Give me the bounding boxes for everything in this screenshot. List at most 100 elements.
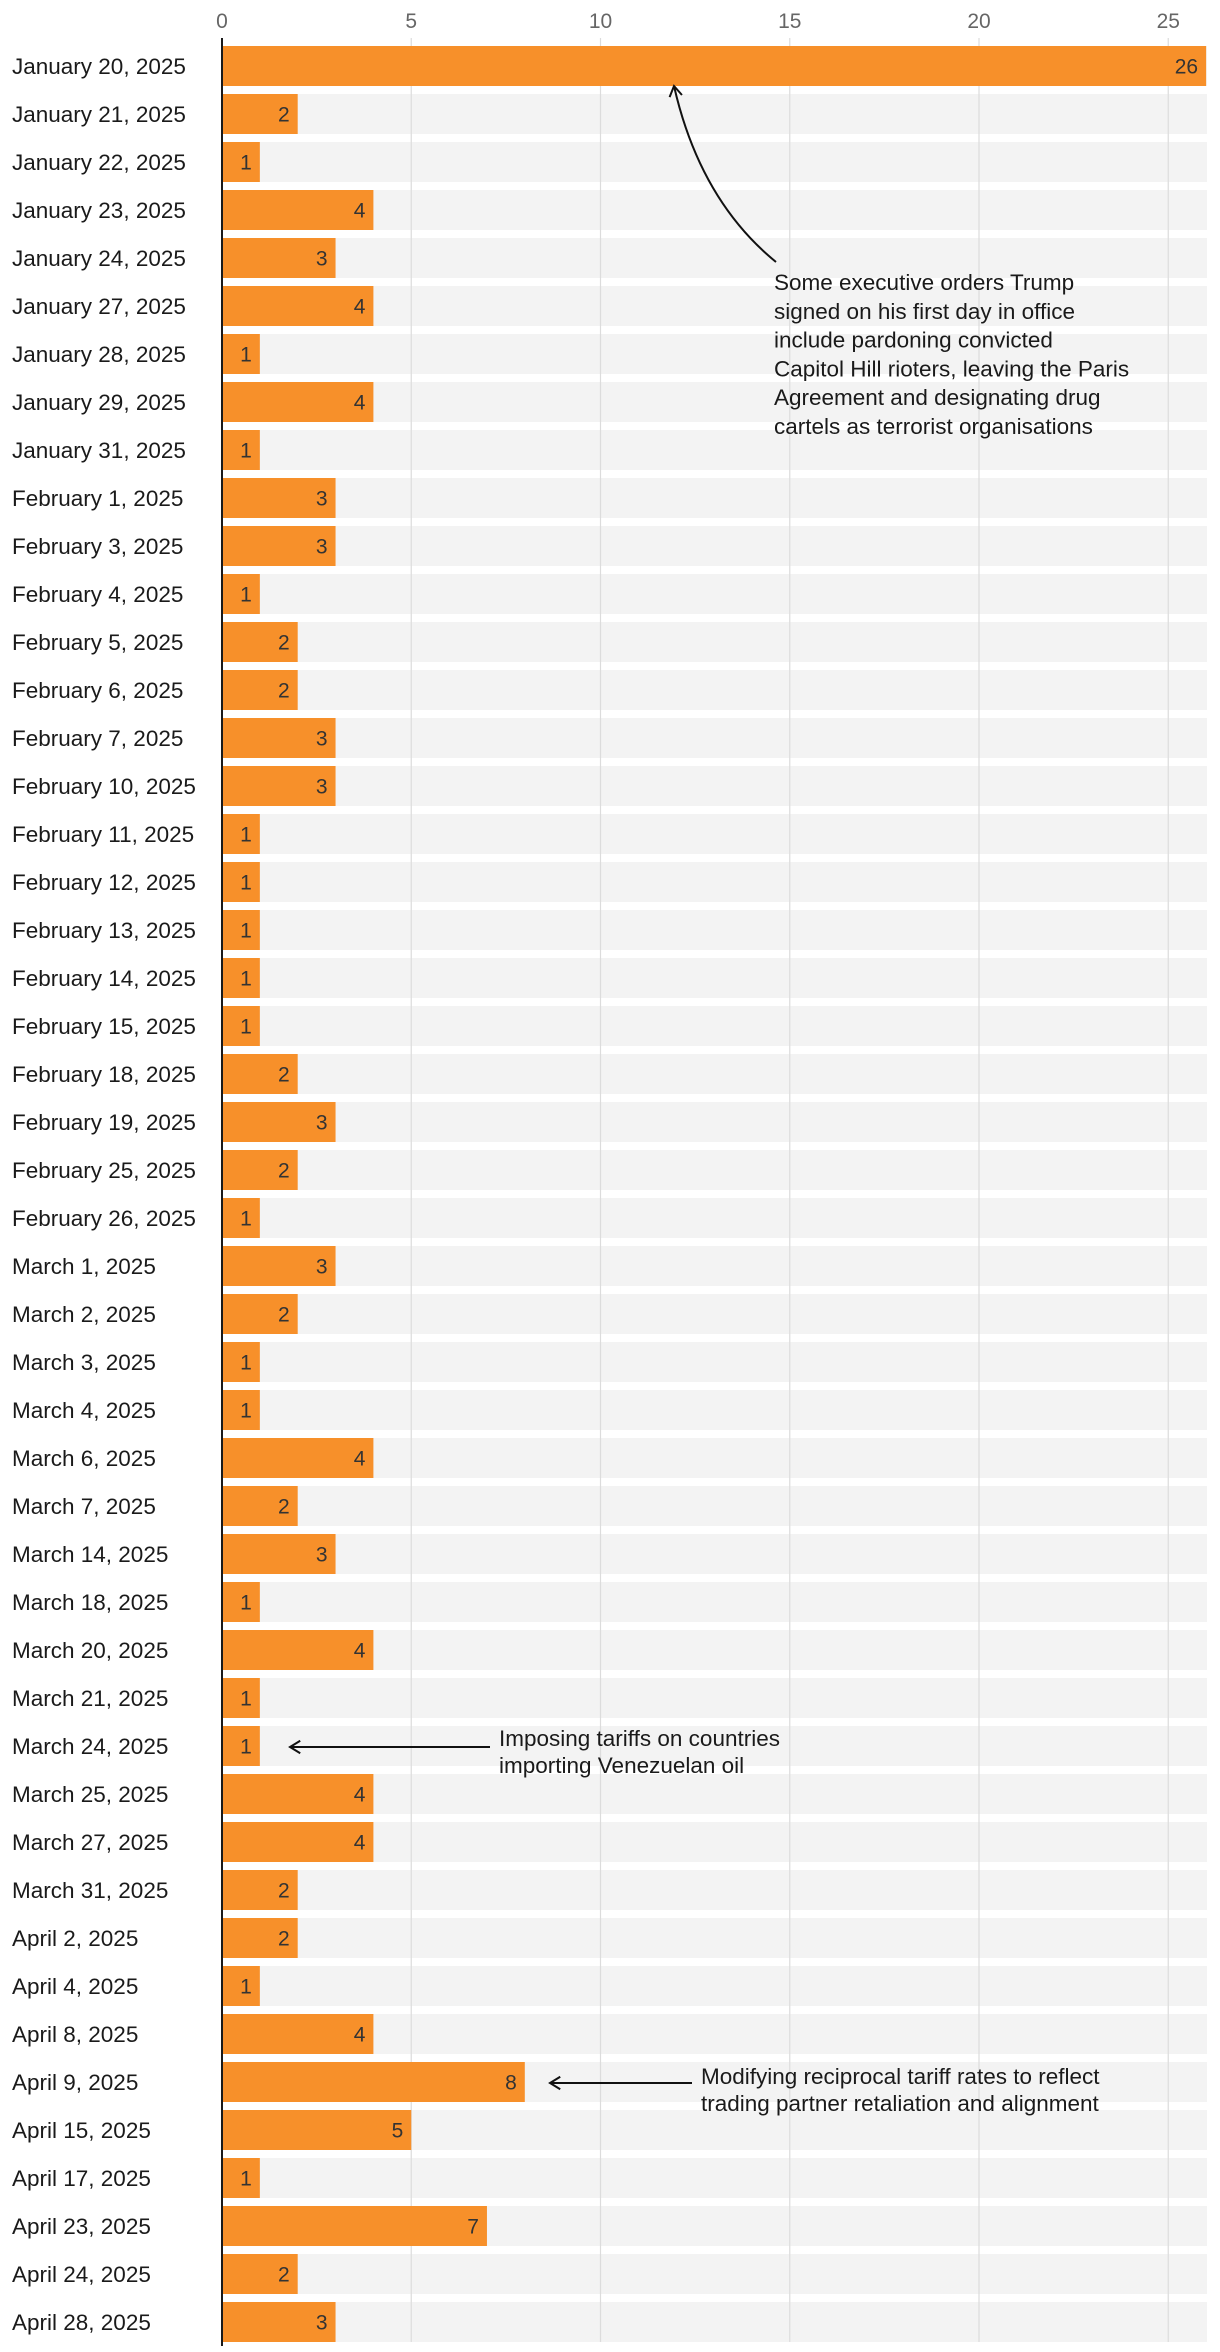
- value-label-april-15-2025: 5: [392, 2120, 404, 2143]
- bar-march-31-2025: [222, 1870, 298, 1910]
- bar-march-24-2025: [222, 1726, 260, 1766]
- category-label-march-21-2025: March 21, 2025: [12, 1686, 168, 1711]
- bar-january-29-2025: [222, 382, 374, 422]
- bar-track-january-31-2025: [222, 430, 1207, 470]
- annotation-arrowhead: [288, 1739, 301, 1755]
- bar-february-15-2025: [222, 1006, 260, 1046]
- annotation-text-line: signed on his first day in office: [774, 299, 1075, 324]
- category-label-february-6-2025: February 6, 2025: [12, 678, 183, 703]
- category-label-january-31-2025: January 31, 2025: [12, 438, 186, 463]
- category-label-april-8-2025: April 8, 2025: [12, 2022, 138, 2047]
- value-label-march-18-2025: 1: [240, 1592, 252, 1615]
- bar-february-13-2025: [222, 910, 260, 950]
- value-label-february-26-2025: 1: [240, 1208, 252, 1231]
- bar-track-march-2-2025: [222, 1294, 1207, 1334]
- bar-february-11-2025: [222, 814, 260, 854]
- category-label-january-27-2025: January 27, 2025: [12, 294, 186, 319]
- value-label-february-11-2025: 1: [240, 824, 252, 847]
- category-label-april-15-2025: April 15, 2025: [12, 2118, 151, 2143]
- bar-february-18-2025: [222, 1054, 298, 1094]
- value-label-february-18-2025: 2: [278, 1064, 290, 1087]
- bar-january-24-2025: [222, 238, 336, 278]
- bar-february-10-2025: [222, 766, 336, 806]
- bar-february-12-2025: [222, 862, 260, 902]
- bar-february-25-2025: [222, 1150, 298, 1190]
- annotations: Some executive orders Trump signed on his…: [288, 84, 1129, 2116]
- bar-track-january-24-2025: [222, 238, 1207, 278]
- annotation-text: Imposing tariffs on countries importing V…: [499, 1726, 780, 1778]
- x-axis-ticks: 0 5 10 15 20 25: [216, 10, 1180, 33]
- category-label-february-11-2025: February 11, 2025: [12, 822, 194, 847]
- x-tick-label-5: 5: [405, 10, 417, 33]
- bar-track-february-7-2025: [222, 718, 1207, 758]
- value-label-january-23-2025: 4: [354, 200, 366, 223]
- category-label-april-9-2025: April 9, 2025: [12, 2070, 138, 2095]
- category-label-february-15-2025: February 15, 2025: [12, 1014, 196, 1039]
- value-label-march-7-2025: 2: [278, 1496, 290, 1519]
- category-label-march-3-2025: March 3, 2025: [12, 1350, 156, 1375]
- bar-track-march-31-2025: [222, 1870, 1207, 1910]
- value-label-february-1-2025: 3: [316, 488, 328, 511]
- bar-january-20-2025: [222, 46, 1207, 86]
- value-label-march-25-2025: 4: [354, 1784, 366, 1807]
- category-label-april-28-2025: April 28, 2025: [12, 2310, 151, 2335]
- bar-track-february-15-2025: [222, 1006, 1207, 1046]
- annotation-arrow-line: [673, 85, 777, 263]
- bar-track-april-24-2025: [222, 2254, 1207, 2294]
- value-label-february-25-2025: 2: [278, 1160, 290, 1183]
- category-label-april-23-2025: April 23, 2025: [12, 2214, 151, 2239]
- bar-february-26-2025: [222, 1198, 260, 1238]
- bar-track-february-25-2025: [222, 1150, 1207, 1190]
- bar-march-25-2025: [222, 1774, 374, 1814]
- bar-february-3-2025: [222, 526, 336, 566]
- bar-april-23-2025: [222, 2206, 487, 2246]
- category-label-february-3-2025: February 3, 2025: [12, 534, 183, 559]
- bar-april-24-2025: [222, 2254, 298, 2294]
- x-tick-label-0: 0: [216, 10, 228, 33]
- annotation-text-line: cartels as terrorist organisations: [774, 414, 1093, 439]
- value-label-march-2-2025: 2: [278, 1304, 290, 1327]
- bar-track-april-28-2025: [222, 2302, 1207, 2342]
- category-label-march-6-2025: March 6, 2025: [12, 1446, 156, 1471]
- category-label-february-19-2025: February 19, 2025: [12, 1110, 196, 1135]
- annotation-text-line: trading partner retaliation and alignmen…: [701, 2091, 1099, 2116]
- value-label-april-28-2025: 3: [316, 2312, 328, 2335]
- value-label-april-8-2025: 4: [354, 2024, 366, 2047]
- category-label-march-14-2025: March 14, 2025: [12, 1542, 168, 1567]
- category-label-march-1-2025: March 1, 2025: [12, 1254, 156, 1279]
- bar-april-15-2025: [222, 2110, 412, 2150]
- annotation-text-line: Some executive orders Trump: [774, 270, 1074, 295]
- category-label-january-28-2025: January 28, 2025: [12, 342, 186, 367]
- bar-april-2-2025: [222, 1918, 298, 1958]
- bar-march-4-2025: [222, 1390, 260, 1430]
- bar-march-7-2025: [222, 1486, 298, 1526]
- value-labels: 26 2 1 4 3 4 1 4 1 3 3 1 2 2 3 3 1 1 1 1 1 2 3 2 1 3 2 1 1 4 2 3 1 4 1 1 4 4 2…: [240, 56, 1198, 2335]
- value-label-march-14-2025: 3: [316, 1544, 328, 1567]
- bar-track-february-4-2025: [222, 574, 1207, 614]
- category-label-april-2-2025: April 2, 2025: [12, 1926, 138, 1951]
- bar-track-february-3-2025: [222, 526, 1207, 566]
- bar-january-31-2025: [222, 430, 260, 470]
- gridlines: [410, 38, 1169, 2342]
- value-label-march-31-2025: 2: [278, 1880, 290, 1903]
- category-label-march-20-2025: March 20, 2025: [12, 1638, 168, 1663]
- bar-track-january-21-2025: [222, 94, 1207, 134]
- value-label-january-21-2025: 2: [278, 104, 290, 127]
- bar-track-march-18-2025: [222, 1582, 1207, 1622]
- value-label-january-31-2025: 1: [240, 440, 252, 463]
- annotation-text: Some executive orders Trump signed on his…: [774, 270, 1129, 439]
- bar-track-february-12-2025: [222, 862, 1207, 902]
- bar-track-march-7-2025: [222, 1486, 1207, 1526]
- bar-february-5-2025: [222, 622, 298, 662]
- category-label-january-23-2025: January 23, 2025: [12, 198, 186, 223]
- value-label-january-24-2025: 3: [316, 248, 328, 271]
- bar-track-march-27-2025: [222, 1822, 1207, 1862]
- value-label-april-24-2025: 2: [278, 2264, 290, 2287]
- bar-track-april-4-2025: [222, 1966, 1207, 2006]
- annotation-april-9-2025: Modifying reciprocal tariff rates to ref…: [548, 2064, 1100, 2116]
- value-label-january-27-2025: 4: [354, 296, 366, 319]
- bar-track-january-27-2025: [222, 286, 1207, 326]
- bar-track-february-19-2025: [222, 1102, 1207, 1142]
- value-label-march-21-2025: 1: [240, 1688, 252, 1711]
- category-label-march-27-2025: March 27, 2025: [12, 1830, 168, 1855]
